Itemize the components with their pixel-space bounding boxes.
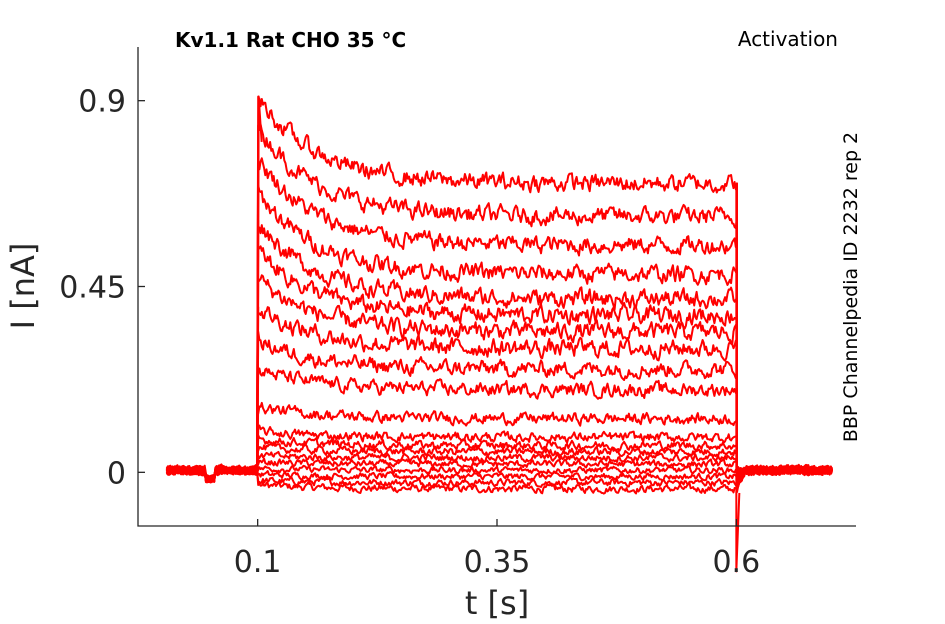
plot-area <box>165 95 834 573</box>
x-tick-label: 0.35 <box>464 545 531 580</box>
channelpedia-id-label: BBP Channelpedia ID 2232 rep 2 <box>840 132 862 442</box>
x-ticks: 0.1 0.35 0.6 <box>234 519 760 580</box>
current-trace <box>166 367 833 484</box>
current-trace <box>165 274 834 484</box>
chart-subtitle: Activation <box>738 27 838 51</box>
current-trace <box>166 464 833 483</box>
current-trace <box>165 157 833 489</box>
current-trace <box>165 219 833 484</box>
x-axis-label: t [s] <box>465 584 529 622</box>
axes-lines <box>137 47 856 527</box>
current-trace <box>165 464 834 483</box>
y-axis-label: I [nA] <box>4 243 42 330</box>
y-tick-label: 0.9 <box>78 85 126 120</box>
chart-title: Kv1.1 Rat CHO 35 °C <box>175 28 406 52</box>
current-traces <box>165 95 834 573</box>
current-trace <box>165 330 833 487</box>
current-trace <box>165 457 833 483</box>
y-ticks: 0 0.45 0.9 <box>59 85 145 491</box>
offset-transient <box>735 183 741 573</box>
x-tick-label: 0.6 <box>712 545 760 580</box>
current-trace <box>166 123 834 493</box>
current-trace <box>165 245 833 486</box>
x-tick-label: 0.1 <box>234 545 282 580</box>
current-trace <box>165 450 833 482</box>
current-trace <box>166 424 834 484</box>
current-trace <box>165 306 833 484</box>
current-trace <box>165 465 833 495</box>
current-trace <box>165 401 834 484</box>
current-trace <box>165 442 834 482</box>
y-tick-label: 0 <box>107 456 126 491</box>
y-tick-label: 0.45 <box>59 271 126 306</box>
current-trace <box>165 464 834 489</box>
current-trace <box>165 434 833 482</box>
current-trace <box>166 184 833 484</box>
current-trace <box>165 95 834 491</box>
onset-transient <box>256 95 263 473</box>
